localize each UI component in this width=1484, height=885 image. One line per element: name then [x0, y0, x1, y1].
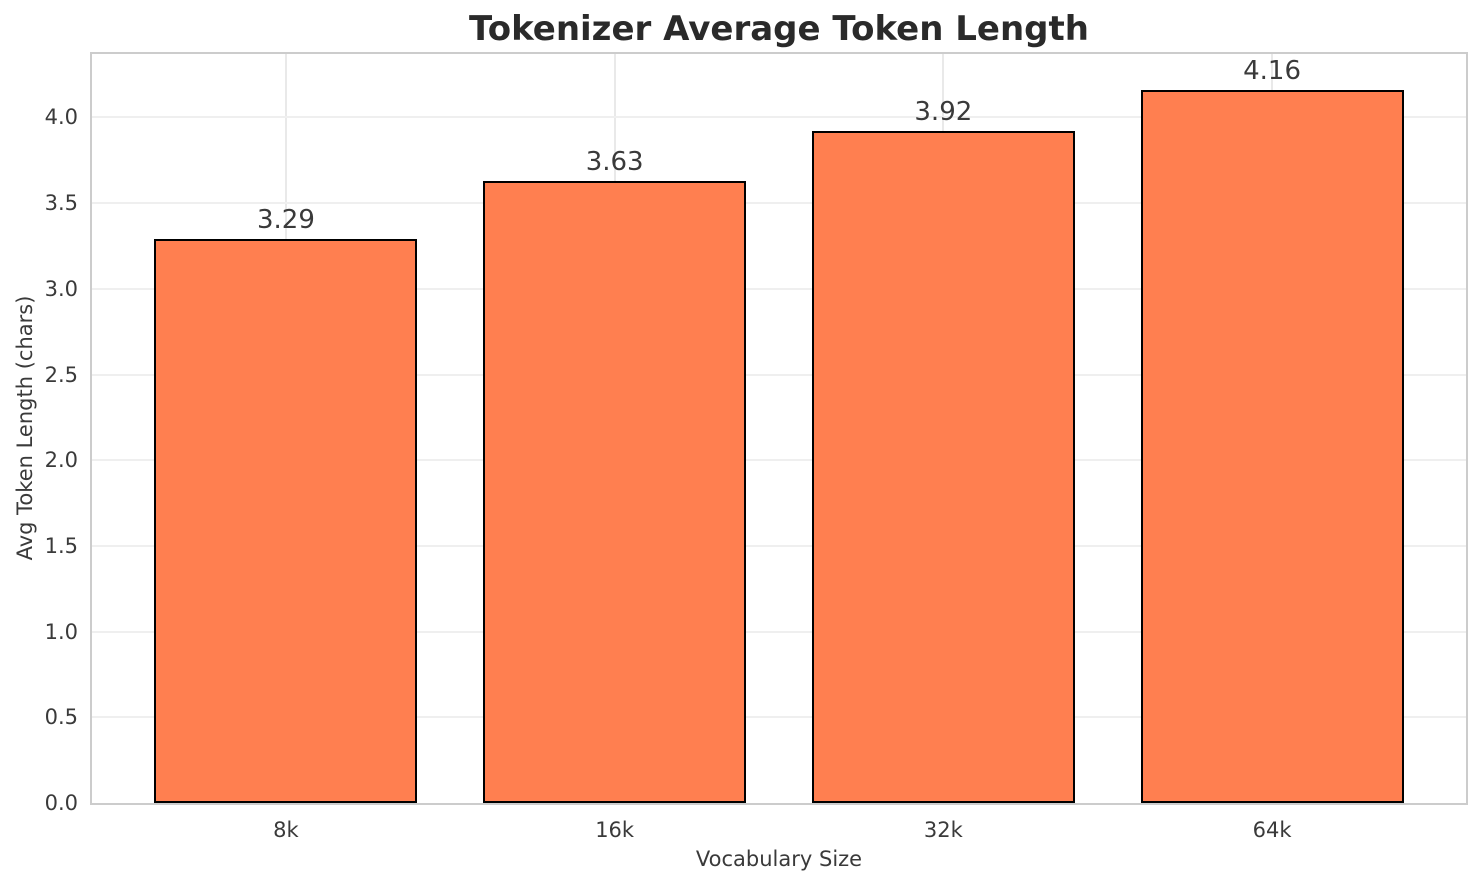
- gridline-horizontal: [92, 459, 1466, 462]
- y-tick-label: 3.5: [44, 191, 78, 216]
- x-tick-label: 64k: [1252, 818, 1292, 842]
- gridline-horizontal: [92, 287, 1466, 290]
- x-tick-label: 8k: [273, 818, 299, 842]
- y-tick-label: 2.5: [44, 362, 78, 387]
- x-axis-label: Vocabulary Size: [695, 847, 863, 871]
- bar: [483, 180, 747, 803]
- y-tick-label: 4.0: [44, 105, 78, 130]
- gridline-horizontal: [92, 373, 1466, 376]
- y-tick-label: 1.0: [44, 619, 78, 644]
- y-tick-label: 1.5: [44, 533, 78, 558]
- bar: [154, 239, 418, 803]
- y-tick-label: 0.0: [44, 791, 78, 815]
- gridline-horizontal: [92, 630, 1466, 633]
- gridline-horizontal: [92, 544, 1466, 547]
- gridline-horizontal: [92, 202, 1466, 205]
- y-axis-label: Avg Token Length (chars): [13, 295, 37, 561]
- bar-value-label: 4.16: [1243, 56, 1301, 86]
- bar-value-label: 3.92: [914, 97, 973, 128]
- y-tick-label: 3.0: [44, 276, 78, 301]
- chart-title: Tokenizer Average Token Length: [469, 9, 1089, 49]
- gridline-horizontal: [92, 716, 1466, 719]
- bar-value-label: 3.63: [585, 146, 644, 177]
- bar: [1140, 90, 1404, 803]
- gridline-horizontal: [92, 116, 1466, 119]
- x-tick-label: 16k: [595, 818, 635, 842]
- plot-area: 0.0 0.5 1.0 1.5 2.0 2.5 3.0 3.5 4.0 3.29 8k 3.63 16k…: [45, 52, 1468, 842]
- bar-value-label: 3.29: [256, 205, 315, 236]
- bar: [811, 131, 1075, 803]
- x-tick-label: 32k: [923, 818, 963, 842]
- y-tick-label: 2.0: [44, 448, 78, 473]
- y-tick-label: 0.5: [44, 705, 78, 730]
